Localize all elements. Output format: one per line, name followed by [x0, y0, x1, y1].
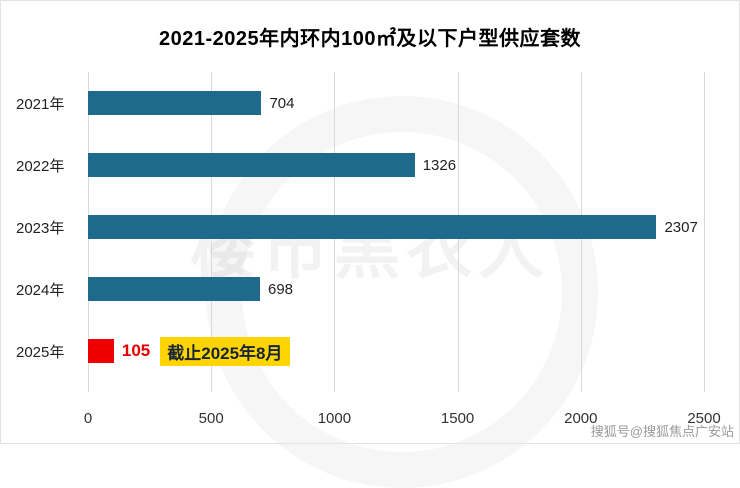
x-tick-label: 2000	[564, 410, 598, 427]
bar	[88, 339, 114, 363]
x-tick-label: 0	[83, 410, 93, 427]
category-label: 2023年	[16, 219, 65, 237]
bar-chart: 2021年 704 2022年 1326 2023年 2307 2024年 698 2025年 1…	[16, 66, 721, 444]
bar-area: 105 截止2025年8月	[88, 336, 704, 366]
chart-row: 2023年 2307	[16, 196, 704, 258]
chart-row: 2025年 105 截止2025年8月	[16, 320, 704, 382]
bar-area: 2307	[88, 215, 704, 239]
annotation-label: 截止2025年8月	[160, 336, 290, 366]
x-tick-label: 1000	[317, 410, 352, 427]
bar	[88, 153, 415, 177]
category-label: 2022年	[16, 157, 65, 175]
category-label: 2021年	[16, 95, 65, 113]
gridline	[704, 72, 705, 392]
value-label: 105	[121, 341, 151, 360]
chart-title: 2021-2025年内环内100㎡及以下户型供应套数	[158, 28, 581, 50]
value-label: 698	[267, 280, 294, 298]
bar-area: 1326	[88, 153, 704, 177]
x-tick-label: 1500	[440, 410, 475, 427]
x-tick-label: 500	[198, 410, 224, 427]
sohu-watermark: 搜狐号@搜狐焦点广安站	[590, 424, 734, 439]
bar-area: 704	[88, 91, 704, 115]
bar	[88, 277, 260, 301]
x-tick-label: 2500	[687, 410, 721, 427]
category-label: 2025年	[16, 343, 65, 361]
chart-row: 2024年 698	[16, 258, 704, 320]
value-label: 1326	[422, 156, 457, 174]
bar-area: 698	[88, 277, 704, 301]
bar	[88, 91, 262, 115]
chart-rows: 2021年 704 2022年 1326 2023年 2307 2024年 698 2025年 1…	[16, 66, 704, 382]
chart-row: 2022年 1326	[16, 134, 704, 196]
bar	[88, 215, 657, 239]
chart-row: 2021年 704	[16, 72, 704, 134]
category-label: 2024年	[16, 281, 65, 299]
value-label: 704	[269, 94, 295, 112]
value-label: 2307	[664, 218, 698, 236]
x-axis-tick-labels: 0 500 1000 1500 2000 2500	[84, 410, 721, 430]
